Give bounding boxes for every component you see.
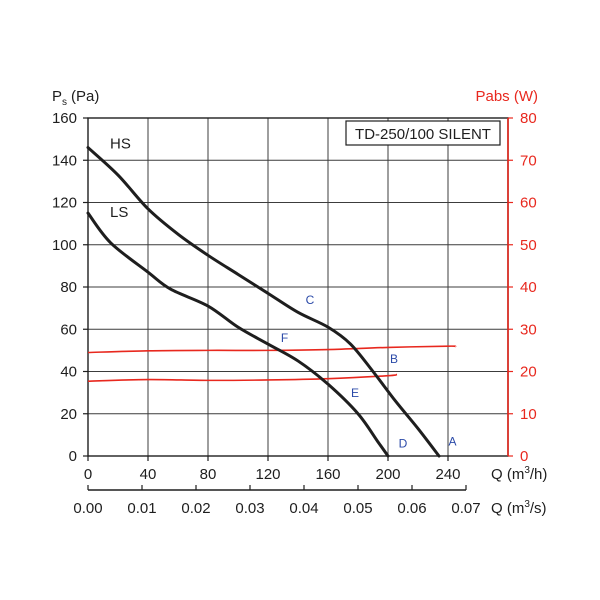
x-primary-tick-label: 80 (200, 466, 217, 483)
x-primary-axis-title: Q (m3/h) (491, 465, 547, 483)
grid (88, 118, 508, 456)
series (86, 146, 457, 458)
point-label-e: E (351, 386, 359, 400)
y-left-tick-label: 60 (60, 321, 77, 338)
point-label-a: A (448, 434, 456, 448)
x-secondary-tick-label: 0.03 (235, 500, 264, 517)
x-secondary-tick-label: 0.01 (127, 500, 156, 517)
x-primary-tick-label: 0 (84, 466, 92, 483)
x-secondary-axis-title: Q (m3/s) (491, 499, 547, 517)
y-right-tick-label: 60 (520, 195, 537, 212)
y-left-tick-label: 140 (52, 152, 77, 169)
point-label-f: F (281, 331, 288, 345)
x-secondary-tick-label: 0.05 (343, 500, 372, 517)
y-right-tick-label: 10 (520, 406, 537, 423)
x-secondary-tick-label: 0.04 (289, 500, 318, 517)
x-primary-tick-label: 40 (140, 466, 157, 483)
y-left-axis-title: Ps (Pa) (52, 88, 99, 108)
y-left-tick-label: 40 (60, 364, 77, 381)
model-label: TD-250/100 SILENT (355, 126, 491, 143)
x-primary-tick-label: 240 (435, 466, 460, 483)
point-label-c: C (306, 293, 315, 307)
x-primary-tick-label: 120 (255, 466, 280, 483)
x-primary-tick-label: 160 (315, 466, 340, 483)
y-left-tick-label: 0 (69, 448, 77, 465)
model-label-box (345, 120, 501, 146)
x-primary-tick-label: 200 (375, 466, 400, 483)
x-secondary-tick-label: 0.02 (181, 500, 210, 517)
y-left-tick-label: 120 (52, 195, 77, 212)
y-left-tick-label: 80 (60, 279, 77, 296)
point-label-b: B (390, 352, 398, 366)
y-left-tick-label: 20 (60, 406, 77, 423)
y-right-axis-title: Pabs (W) (475, 88, 538, 105)
pressure-curve-ls (86, 211, 390, 458)
x-secondary-tick-label: 0.00 (73, 500, 102, 517)
series-label-hs: HS (110, 136, 131, 153)
y-right-tick-label: 0 (520, 448, 528, 465)
x-secondary-tick-label: 0.06 (397, 500, 426, 517)
y-right-tick-label: 80 (520, 110, 537, 127)
labels: Ps (Pa) Pabs (W) TD-250/100 SILENT Q (m3/… (52, 88, 547, 517)
pressure-curve-hs (86, 146, 441, 458)
y-left-tick-label: 100 (52, 237, 77, 254)
y-right-tick-label: 30 (520, 321, 537, 338)
x-secondary-tick-label: 0.07 (451, 500, 480, 517)
y-right-tick-label: 40 (520, 279, 537, 296)
y-right-tick-label: 70 (520, 152, 537, 169)
series-label-ls: LS (110, 204, 128, 221)
power-curve-2 (87, 373, 398, 383)
y-right-tick-label: 20 (520, 364, 537, 381)
y-right-tick-label: 50 (520, 237, 537, 254)
point-label-d: D (399, 437, 408, 451)
power-curve-1 (87, 345, 457, 354)
y-left-tick-label: 160 (52, 110, 77, 127)
axes: 0 20 40 60 80 100 120 140 160 0 10 20 30 40 50 60 70 80 0 4… (52, 110, 537, 517)
